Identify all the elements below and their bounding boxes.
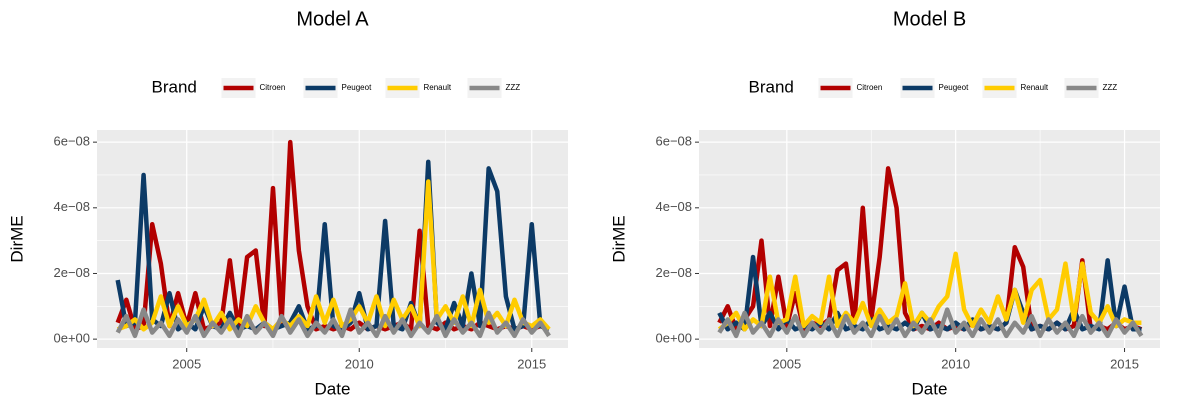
x-tick-label: 2010 — [345, 356, 374, 371]
y-tick-label: 2e−08 — [655, 265, 692, 280]
x-tick-label: 2010 — [941, 356, 970, 371]
panel: Model B 0e+00 2e−08 4e−08 6e−08 2005 2010 2015 D… — [609, 8, 1160, 398]
y-axis-label: DirME — [7, 215, 26, 262]
legend-label: ZZZ — [1103, 83, 1118, 92]
y-tick-label: 4e−08 — [53, 199, 90, 214]
legend-label: Citroen — [857, 83, 883, 92]
x-tick-label: 2015 — [517, 356, 546, 371]
panel: Model A 0e+00 2e−08 4e−08 6e−08 2005 2010 2015 D… — [7, 8, 568, 398]
series-line — [115, 139, 550, 332]
legend-label: Renault — [424, 83, 452, 92]
y-tick-label: 0e+00 — [53, 331, 90, 346]
legend: Brand Citroen Peugeot Renault ZZZ — [152, 77, 521, 98]
legend-title: Brand — [152, 77, 197, 96]
x-tick-label: 2005 — [172, 356, 201, 371]
legend: Brand Citroen Peugeot Renault ZZZ — [749, 77, 1118, 98]
chart-title: Model A — [296, 8, 369, 30]
x-tick-label: 2005 — [772, 356, 801, 371]
legend-label: ZZZ — [506, 83, 521, 92]
y-tick-label: 2e−08 — [53, 265, 90, 280]
chart-title: Model B — [893, 8, 966, 30]
x-axis-label: Date — [315, 379, 351, 398]
x-axis-label: Date — [912, 379, 948, 398]
x-tick-label: 2015 — [1110, 356, 1139, 371]
y-tick-label: 6e−08 — [53, 134, 90, 149]
legend-label: Peugeot — [939, 83, 970, 92]
legend-label: Citroen — [260, 83, 286, 92]
y-axis-label: DirME — [609, 215, 628, 262]
series-line — [717, 307, 1144, 339]
legend-label: Renault — [1021, 83, 1049, 92]
series-line — [115, 307, 551, 339]
y-tick-label: 4e−08 — [655, 199, 692, 214]
legend-label: Peugeot — [342, 83, 373, 92]
legend-title: Brand — [749, 77, 794, 96]
y-tick-label: 0e+00 — [655, 331, 692, 346]
y-tick-label: 6e−08 — [655, 134, 692, 149]
